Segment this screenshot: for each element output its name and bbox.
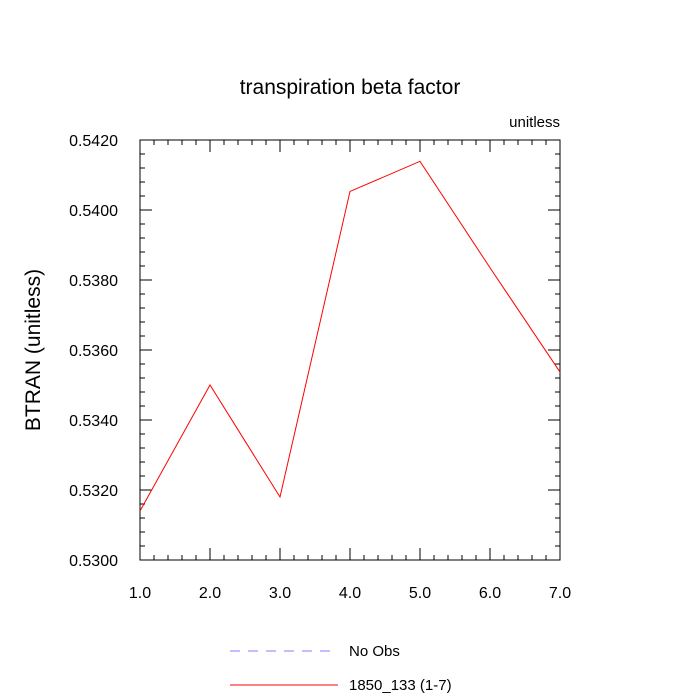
y-tick-label: 0.5400 (69, 203, 118, 220)
x-tick-label: 7.0 (549, 585, 571, 602)
y-axis-label: BTRAN (unitless) (22, 269, 45, 431)
y-tick-label: 0.5420 (69, 133, 118, 150)
y-tick-label: 0.5320 (69, 483, 118, 500)
x-tick-label: 2.0 (199, 585, 221, 602)
x-tick-label: 3.0 (269, 585, 291, 602)
series-group (139, 160, 561, 512)
y-tick-label: 0.5340 (69, 413, 118, 430)
y-tick-label: 0.5360 (69, 343, 118, 360)
plot-frame (139, 139, 561, 561)
legend-label: 1850_133 (1-7) (349, 677, 452, 694)
series-line (139, 160, 561, 512)
x-tick-label: 1.0 (129, 585, 151, 602)
chart-title: transpiration beta factor (240, 76, 461, 99)
axis-ticks (139, 139, 561, 561)
x-tick-labels: 1.0 2.0 3.0 4.0 5.0 6.0 7.0 (129, 585, 571, 602)
y-tick-label: 0.5380 (69, 273, 118, 290)
x-tick-label: 6.0 (479, 585, 501, 602)
x-tick-label: 5.0 (409, 585, 431, 602)
y-tick-labels: 0.5300 0.5320 0.5340 0.5360 0.5380 0.5400 0.54… (69, 133, 118, 570)
x-tick-label: 4.0 (339, 585, 361, 602)
y-tick-label: 0.5300 (69, 553, 118, 570)
legend: No Obs 1850_133 (1-7) (230, 643, 452, 694)
legend-label: No Obs (349, 643, 400, 660)
units-label: unitless (509, 114, 560, 131)
